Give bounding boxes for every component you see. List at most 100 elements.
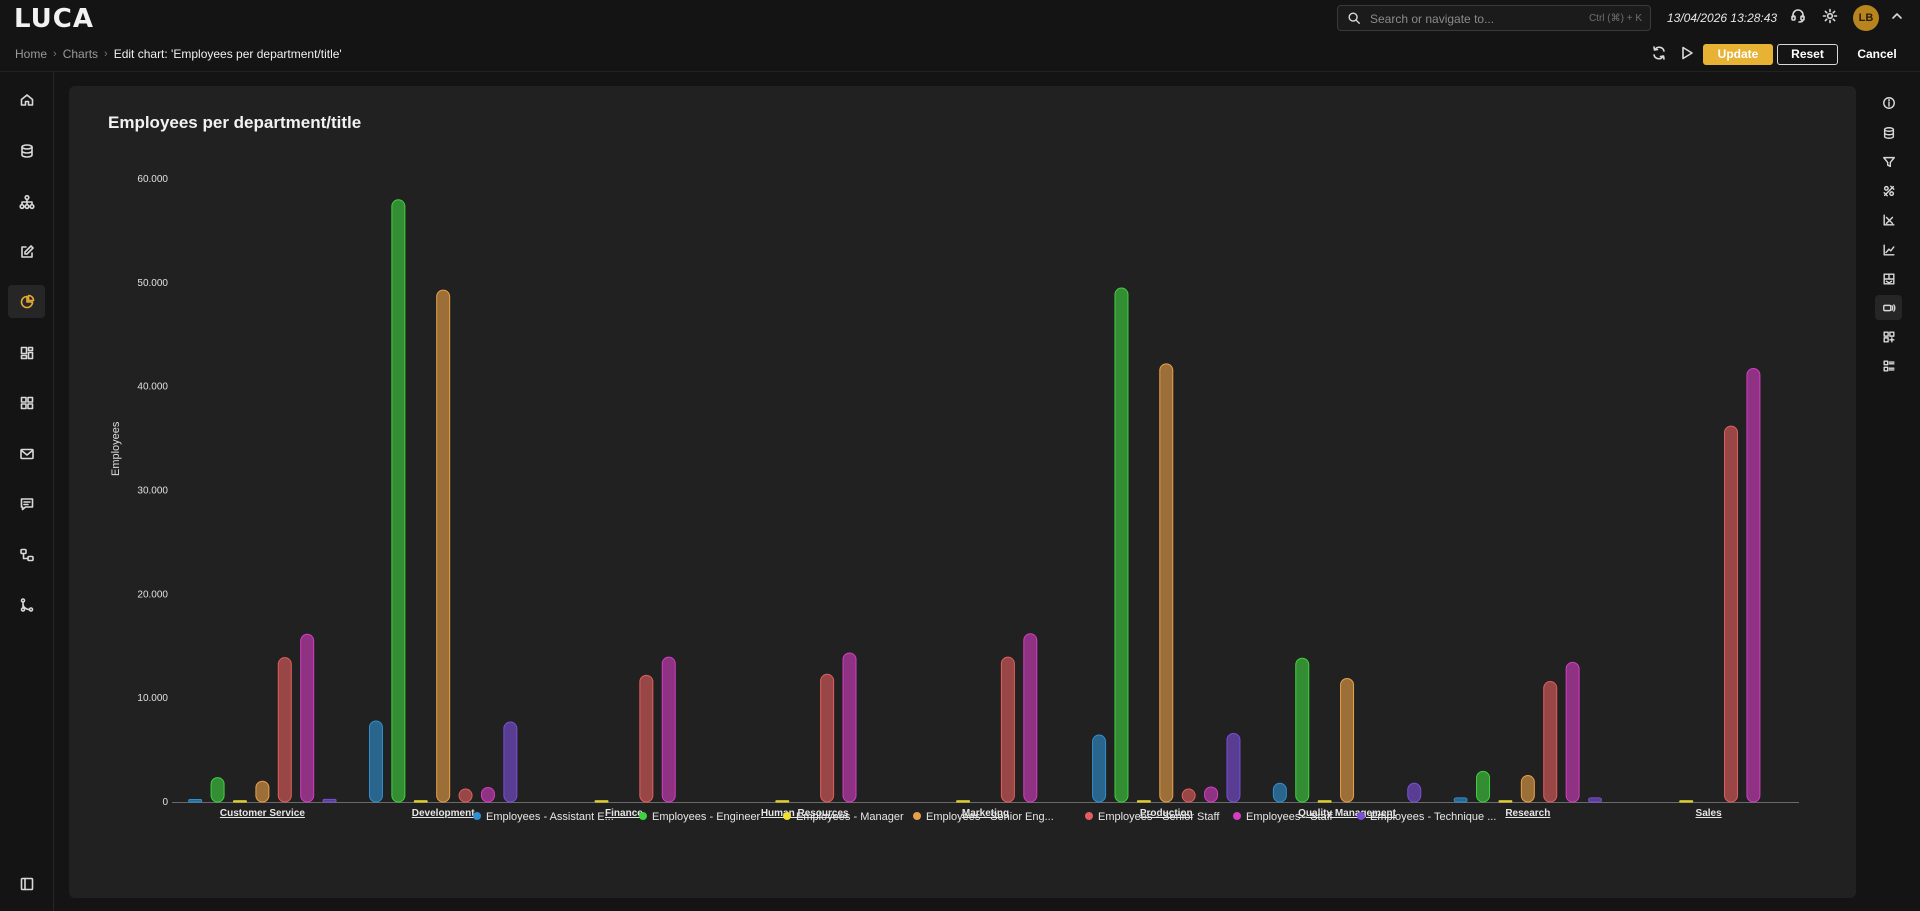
rail-widgets[interactable]	[1875, 324, 1902, 349]
rail-info[interactable]	[1875, 90, 1902, 115]
x-tick-label: Quality Management	[1298, 808, 1396, 819]
nav-charts[interactable]	[8, 285, 45, 318]
nav-collapse[interactable]	[8, 867, 45, 900]
chart-bar	[1679, 800, 1694, 803]
update-button[interactable]: Update	[1703, 44, 1773, 65]
breadcrumb-charts[interactable]: Charts	[62, 47, 99, 61]
widgets-icon	[1882, 330, 1895, 343]
chart-bar	[1114, 287, 1129, 803]
chart-bar	[1724, 425, 1739, 803]
chart-bar	[1181, 788, 1196, 803]
chart-bar	[820, 673, 835, 803]
rail-datasource[interactable]	[1875, 120, 1902, 145]
filter-icon	[1882, 156, 1895, 167]
sidebar-toggle-icon	[20, 877, 33, 890]
cancel-button[interactable]: Cancel	[1857, 47, 1897, 61]
line-chart-icon	[1882, 243, 1895, 256]
nav-mail[interactable]	[8, 437, 45, 470]
chart-bar	[1204, 786, 1219, 803]
chart-bar	[639, 674, 654, 803]
top-bar: LUCA Search or navigate to... Ctrl (⌘) +…	[0, 0, 1920, 36]
dashboard-icon	[20, 346, 33, 359]
chart-panel: Employees per department/title Employees…	[69, 86, 1856, 898]
rail-details[interactable]	[1875, 353, 1902, 378]
grid-icon	[20, 396, 33, 409]
x-tick-label: Development	[412, 808, 475, 819]
nav-flows[interactable]	[8, 538, 45, 571]
database-icon	[20, 143, 33, 158]
rail-x-axis[interactable]	[1875, 207, 1902, 232]
chart-canvas: 0 10.000 20.000 30.000 40.000 50.000 60.000 Cus…	[137, 174, 1799, 823]
chart-bar	[775, 800, 790, 803]
chart-bar	[1136, 800, 1151, 803]
rail-y-axis[interactable]	[1875, 237, 1902, 262]
tag-icon	[1882, 303, 1895, 312]
x-tick-label: Production	[1140, 808, 1193, 819]
support-icon[interactable]	[1790, 8, 1810, 28]
chevron-up-icon[interactable]	[1889, 8, 1909, 28]
chart-bar	[1543, 681, 1558, 803]
layout-icon	[1882, 272, 1895, 285]
chart-bar	[232, 800, 247, 803]
rail-filter[interactable]	[1875, 149, 1902, 174]
hierarchy-icon	[18, 194, 35, 209]
sub-bar: Home › Charts › Edit chart: 'Employees p…	[0, 36, 1920, 72]
legend-label: Employees - Assistant E...	[486, 811, 614, 823]
pie-chart-icon	[20, 294, 34, 308]
rail-layout[interactable]	[1875, 266, 1902, 291]
chart-bar	[277, 657, 292, 803]
nav-git[interactable]	[8, 588, 45, 621]
legend-marker	[473, 812, 481, 820]
chart-bar	[1092, 734, 1107, 803]
nav-database[interactable]	[8, 134, 45, 167]
chart-bar	[503, 721, 518, 803]
clock: 13/04/2026 13:28:43	[1667, 11, 1778, 25]
refresh-icon[interactable]	[1651, 45, 1669, 63]
mail-icon	[19, 448, 34, 459]
chart-bar	[661, 656, 676, 803]
search-icon	[1348, 12, 1360, 24]
nav-home[interactable]	[8, 83, 45, 116]
chart-bar	[188, 799, 203, 803]
chart-bar	[594, 800, 609, 803]
search-box[interactable]: Search or navigate to... Ctrl (⌘) + K	[1337, 5, 1651, 31]
nav-apps[interactable]	[8, 386, 45, 419]
chart-bar	[322, 798, 337, 803]
legend-label: Employees - Engineer	[652, 811, 761, 823]
y-tick-label: 20.000	[137, 589, 168, 600]
gear-icon[interactable]	[1822, 8, 1842, 28]
search-shortcut: Ctrl (⌘) + K	[1588, 13, 1642, 24]
chart-bar	[1476, 770, 1491, 803]
right-rail	[1871, 86, 1906, 898]
edit-icon	[20, 244, 34, 258]
legend-label: Employees - Senior Eng...	[926, 811, 1054, 823]
breadcrumb-home[interactable]: Home	[15, 47, 48, 61]
chevron-right-icon: ›	[104, 48, 108, 60]
legend-marker	[1357, 812, 1365, 820]
nav-messages[interactable]	[8, 487, 45, 520]
chart-bar	[956, 800, 971, 803]
avatar[interactable]: LB	[1853, 5, 1879, 31]
rail-labels[interactable]	[1875, 295, 1902, 320]
nav-editor[interactable]	[8, 235, 45, 268]
chart-bar	[1407, 782, 1422, 803]
app-logo[interactable]: LUCA	[14, 4, 94, 34]
nav-dashboards[interactable]	[8, 336, 45, 369]
y-tick-label: 60.000	[137, 174, 168, 185]
rail-style[interactable]	[1875, 178, 1902, 203]
chart-bar	[1295, 657, 1310, 803]
y-tick-label: 40.000	[137, 382, 168, 393]
chart-bar	[458, 788, 473, 803]
chart-bar	[413, 800, 428, 803]
breadcrumb-current: Edit chart: 'Employees per department/ti…	[113, 47, 342, 61]
chart-bar	[1272, 782, 1287, 803]
y-tick-label: 0	[162, 797, 168, 808]
play-icon[interactable]	[1679, 45, 1697, 63]
legend-marker	[913, 812, 921, 820]
x-tick-label: Research	[1505, 808, 1550, 819]
reset-button[interactable]: Reset	[1777, 44, 1838, 65]
nav-model[interactable]	[8, 185, 45, 218]
legend-marker	[639, 812, 647, 820]
search-input[interactable]: Search or navigate to...	[1370, 12, 1495, 26]
legend-label: Employees - Staff	[1246, 811, 1334, 823]
